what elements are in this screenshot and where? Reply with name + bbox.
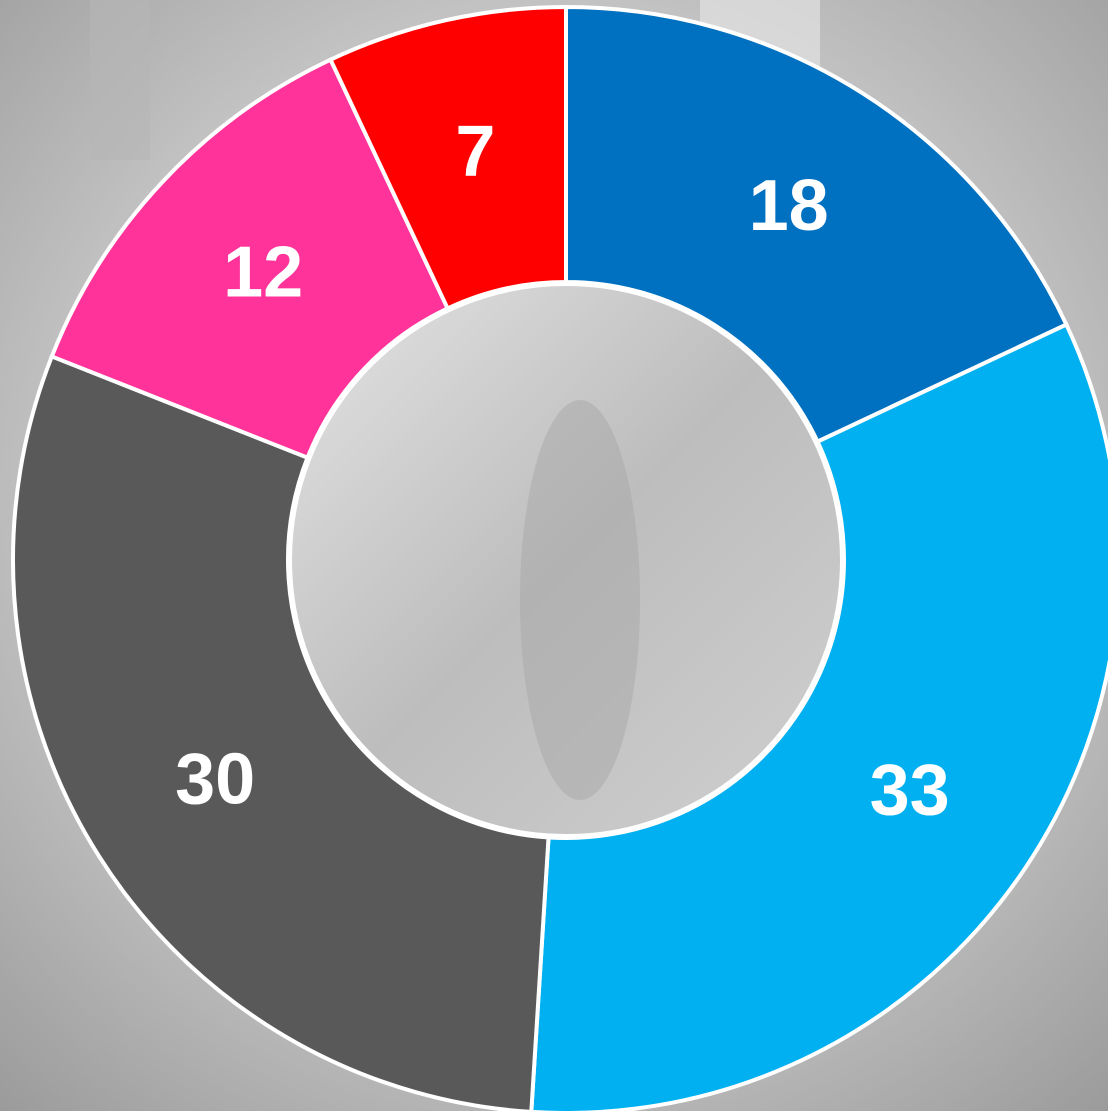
donut-segment: [327, 4, 568, 312]
background-detail: [90, 0, 150, 160]
data-label: 33: [870, 751, 950, 831]
data-label: 30: [175, 740, 255, 820]
data-label: 7: [455, 112, 495, 192]
donut-segment: [49, 56, 451, 461]
background-detail: [520, 400, 640, 800]
donut-segment: [564, 4, 1070, 445]
data-label: 12: [223, 233, 303, 313]
data-label: 18: [749, 166, 829, 246]
donut-segment: [529, 321, 1108, 1111]
wedges: [11, 4, 1108, 1111]
donut-segment: [11, 353, 551, 1111]
